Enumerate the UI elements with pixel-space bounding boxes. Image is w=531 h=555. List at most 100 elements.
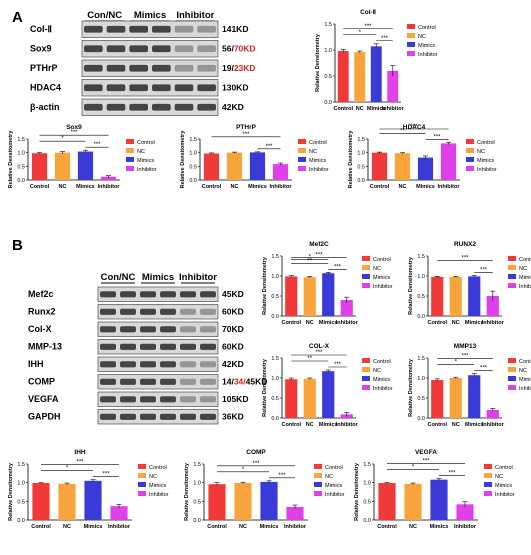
y-tick-label: 1.5 bbox=[193, 462, 201, 468]
panel-label-a: A bbox=[12, 9, 23, 26]
legend-swatch bbox=[126, 166, 134, 171]
blot-size-part: 70KD bbox=[222, 324, 244, 334]
legend-swatch bbox=[362, 367, 370, 372]
bar-inhibitor bbox=[387, 70, 399, 102]
x-tick-label: Control bbox=[281, 320, 301, 326]
x-tick-label: Control bbox=[30, 184, 50, 190]
legend-label: NC bbox=[373, 368, 381, 374]
significance-label: *** bbox=[461, 354, 469, 360]
y-tick-label: 1.5 bbox=[417, 254, 425, 260]
x-tick-label: Mimics bbox=[319, 422, 338, 428]
bar-control bbox=[371, 152, 388, 180]
legend-label: NC bbox=[325, 474, 333, 480]
blot-band bbox=[106, 84, 126, 92]
significance-label: *** bbox=[265, 144, 273, 150]
significance-label: * bbox=[359, 30, 362, 36]
significance-label: *** bbox=[70, 130, 78, 136]
legend-swatch bbox=[466, 139, 474, 144]
y-axis-label: Relative Densitometry bbox=[262, 358, 268, 417]
x-tick-label: Mimics bbox=[416, 184, 435, 190]
blot-band bbox=[160, 378, 176, 385]
blot-row-label: PTHrP bbox=[30, 63, 58, 73]
legend-swatch bbox=[508, 367, 516, 372]
blot-band bbox=[106, 64, 126, 72]
legend-swatch bbox=[138, 464, 146, 469]
legend-label: NC bbox=[137, 149, 145, 155]
significance-label: ** bbox=[307, 258, 312, 264]
blot-strip bbox=[97, 321, 219, 337]
chart-title: RUNX2 bbox=[454, 241, 476, 248]
y-tick-label: 0.5 bbox=[363, 499, 371, 505]
y-tick-label: 1.5 bbox=[357, 137, 365, 143]
blot-band bbox=[174, 25, 194, 33]
legend-label: Mimics bbox=[309, 158, 326, 164]
legend-swatch bbox=[466, 157, 474, 162]
blot-group-label: Inhibitor bbox=[176, 10, 214, 21]
x-tick-label: Mimics bbox=[76, 184, 95, 190]
y-tick-label: 0.5 bbox=[189, 164, 197, 170]
significance-label: *** bbox=[102, 472, 110, 478]
chart-title: PTHrP bbox=[236, 124, 257, 131]
legend-swatch bbox=[138, 491, 146, 496]
significance-label: *** bbox=[381, 36, 389, 42]
blot-band bbox=[180, 378, 196, 385]
y-tick-label: 0.0 bbox=[417, 416, 425, 422]
blot-size-label: 42KD bbox=[222, 102, 244, 112]
legend-label: Control bbox=[519, 257, 531, 263]
legend-label: Mimics bbox=[373, 275, 390, 281]
blot-strip bbox=[81, 59, 219, 77]
blot-group-label: Con/NC bbox=[87, 10, 122, 21]
legend-swatch bbox=[508, 265, 516, 270]
blot-band bbox=[120, 308, 136, 315]
legend-label: Inhibitor bbox=[137, 167, 157, 173]
chart-title: Sox9 bbox=[66, 124, 82, 131]
legend-swatch bbox=[126, 148, 134, 153]
blot-size-part: 141KD bbox=[222, 24, 248, 34]
bar-control bbox=[31, 153, 48, 180]
x-tick-label: NC bbox=[409, 524, 417, 530]
blot-strip bbox=[81, 20, 219, 38]
bar-control bbox=[431, 276, 444, 316]
western-blot-a: Con/NC Mimics Inhibitor Col-Ⅱ 141KD Sox9 56/70… bbox=[30, 10, 256, 116]
blot-band bbox=[180, 291, 196, 298]
legend-label: Control bbox=[325, 465, 343, 471]
chart-title: IHH bbox=[74, 449, 86, 456]
x-tick-label: Control bbox=[207, 524, 227, 530]
bar-control bbox=[378, 483, 396, 520]
blot-band bbox=[120, 326, 136, 333]
blot-band bbox=[100, 326, 116, 333]
blot-band bbox=[200, 361, 216, 368]
blot-band bbox=[160, 291, 176, 298]
legend-swatch bbox=[484, 464, 492, 469]
bar-inhibitor bbox=[100, 176, 117, 180]
blot-band bbox=[84, 84, 103, 92]
y-tick-label: 0.0 bbox=[271, 314, 279, 320]
blot-band bbox=[180, 343, 196, 350]
blot-band bbox=[100, 361, 116, 368]
y-tick-label: 1.0 bbox=[324, 48, 332, 54]
blot-row-label: Runx2 bbox=[28, 306, 56, 316]
bar-nc bbox=[303, 378, 316, 418]
x-tick-label: NC bbox=[306, 320, 314, 326]
blot-size-label: 70KD bbox=[222, 324, 244, 334]
blot-band bbox=[129, 25, 148, 33]
significance-label: *** bbox=[461, 256, 469, 262]
blot-row-label: Col-X bbox=[28, 324, 52, 334]
legend-swatch bbox=[508, 358, 516, 363]
bar-nc bbox=[226, 152, 243, 180]
y-tick-label: 0.5 bbox=[17, 499, 25, 505]
x-tick-label: Mimics bbox=[248, 184, 267, 190]
significance-label: *** bbox=[76, 460, 84, 466]
x-tick-label: Inhibitor bbox=[284, 524, 307, 530]
blot-size-part: 45KD bbox=[222, 289, 244, 299]
bar-nc bbox=[394, 153, 411, 180]
chart-title: Col-Ⅱ bbox=[360, 8, 376, 16]
blot-band bbox=[84, 103, 103, 111]
blot-size-part: 19/ bbox=[222, 63, 234, 73]
y-tick-label: 0.0 bbox=[17, 178, 25, 184]
y-axis-label: Relative Densitometry bbox=[8, 462, 14, 521]
legend-label: NC bbox=[309, 149, 317, 155]
blot-strip bbox=[97, 409, 219, 425]
blot-size-label: 19/23KD bbox=[222, 63, 256, 73]
